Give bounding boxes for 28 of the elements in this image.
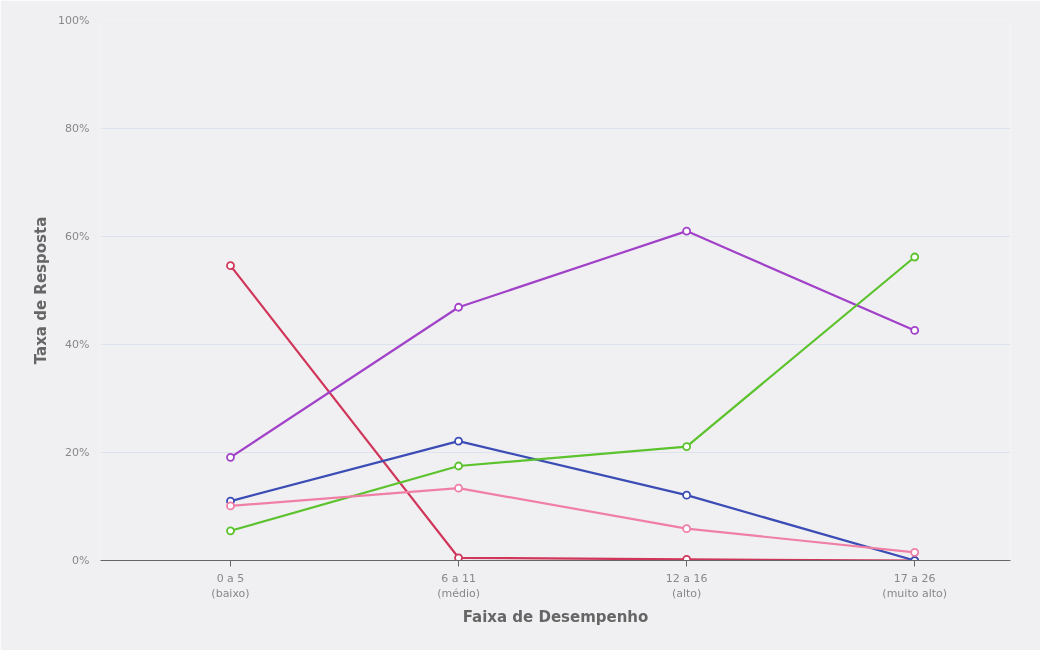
y-tick-label: 60% (65, 230, 90, 243)
y-axis-title: Taxa de Resposta (32, 216, 51, 365)
point (910, 326, 920, 335)
point (682, 442, 692, 451)
y-tick-label: 0% (72, 554, 90, 567)
point (682, 490, 692, 500)
x-axis-title: Faixa de Desempenho (462, 608, 649, 627)
y-tick-label: 100% (58, 14, 90, 27)
point (454, 302, 463, 312)
x-tick-label: 17 a 26 (muito alto) (882, 571, 948, 601)
point (682, 524, 692, 534)
y-tick-label: 20% (65, 446, 90, 459)
point (682, 226, 692, 236)
point (226, 261, 235, 271)
point (910, 252, 920, 262)
x-tick-label: 12 a 16 (alto) (665, 571, 708, 601)
point (454, 553, 463, 561)
y-tick-label: 40% (65, 338, 90, 351)
point (910, 548, 920, 557)
point (226, 526, 235, 536)
point (454, 436, 463, 446)
x-tick-label: 0 a 5 (baixo) (211, 571, 250, 601)
y-tick-label: 80% (65, 122, 90, 135)
point (226, 452, 235, 462)
point (454, 461, 463, 471)
point (226, 501, 235, 511)
x-tick-label: 6 a 11 (médio) (437, 571, 480, 601)
point (454, 483, 463, 493)
